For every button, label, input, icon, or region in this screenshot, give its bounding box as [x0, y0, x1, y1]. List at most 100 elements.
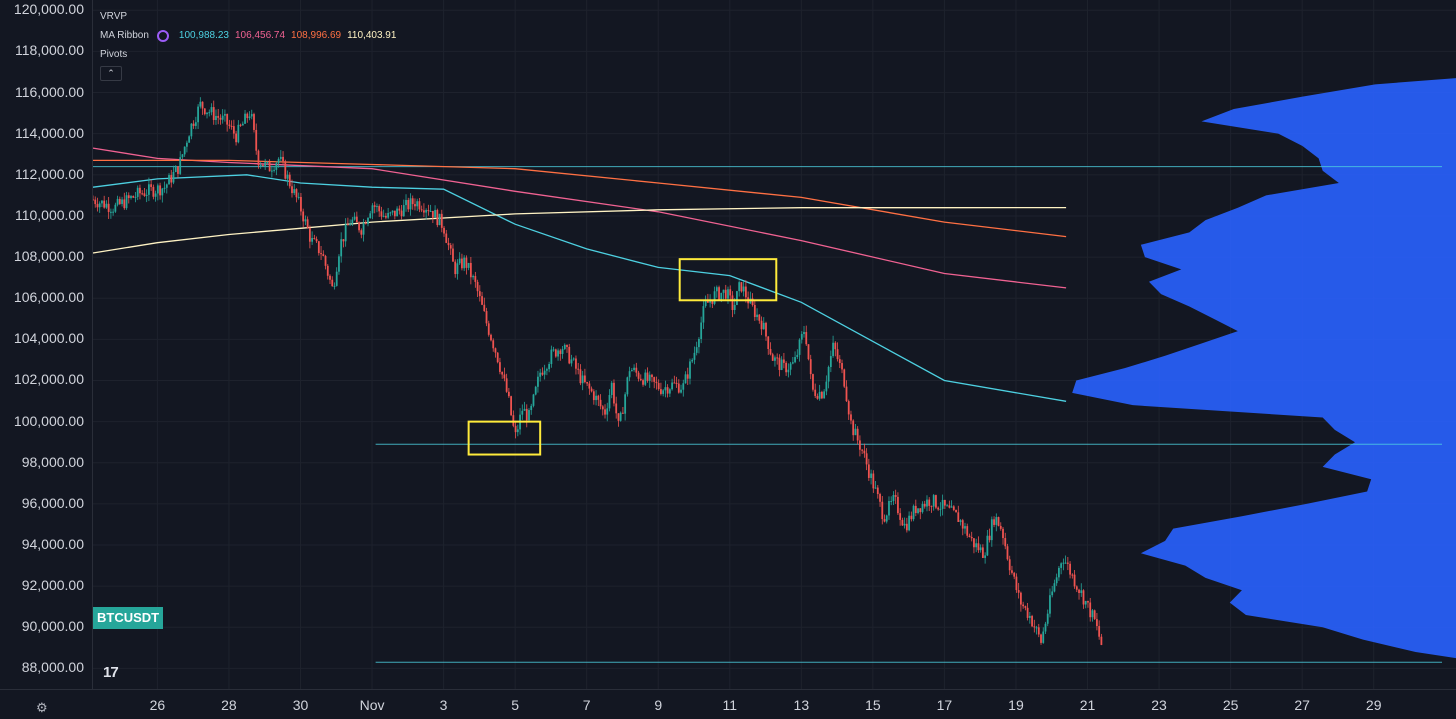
- candle-body-23: [143, 193, 146, 196]
- candle-body-111: [340, 239, 343, 257]
- candle-body-273: [702, 306, 705, 323]
- candle-body-324: [816, 395, 819, 399]
- candle-body-256: [664, 387, 667, 391]
- candle-body-357: [890, 501, 893, 503]
- candle-body-450: [1098, 626, 1101, 637]
- candle-body-164: [458, 258, 461, 264]
- candle-body-432: [1058, 567, 1060, 578]
- candle-body-11: [116, 198, 119, 205]
- candle-body-158: [445, 233, 448, 243]
- candle-body-96: [306, 219, 309, 229]
- tradingview-logo[interactable]: 17: [103, 664, 119, 681]
- price-axis[interactable]: 120,000.00 118,000.00 116,000.00 114,000.00…: [0, 0, 93, 689]
- candle-body-134: [391, 210, 394, 213]
- candle-body-163: [456, 263, 459, 275]
- candle-body-39: [179, 157, 182, 174]
- candle-body-236: [619, 412, 622, 421]
- candle-body-343: [859, 440, 861, 450]
- candle-body-25: [147, 184, 150, 195]
- time-tick-label-4: 3: [439, 697, 448, 713]
- ma-ribbon-icon: [156, 29, 169, 42]
- candle-body-132: [387, 212, 390, 218]
- candle-body-120: [360, 230, 363, 235]
- candle-body-278: [713, 291, 716, 304]
- candle-body-122: [364, 222, 367, 224]
- candle-body-385: [952, 506, 955, 510]
- candle-body-108: [333, 285, 336, 287]
- price-tick-label-9: 102,000.00: [13, 371, 84, 388]
- candle-body-345: [863, 450, 866, 454]
- candle-body-252: [655, 381, 658, 384]
- candle-body-230: [606, 408, 609, 415]
- candle-body-436: [1066, 562, 1069, 564]
- candle-body-433: [1060, 563, 1063, 568]
- candle-body-326: [821, 391, 823, 399]
- candle-body-435: [1064, 562, 1067, 564]
- candle-body-59: [224, 114, 226, 116]
- candle-body-197: [532, 394, 535, 406]
- candle-body-267: [689, 361, 691, 379]
- candle-body-80: [270, 170, 273, 172]
- candle-body-178: [490, 334, 492, 341]
- candle-body-68: [244, 113, 246, 124]
- indicator-legend: VRVP MA Ribbon 100,988.23 106,456.74 108…: [100, 7, 396, 81]
- candle-body-50: [203, 108, 206, 115]
- candle-body-235: [617, 413, 620, 421]
- candle-body-113: [344, 224, 347, 242]
- candle-body-272: [700, 322, 703, 340]
- candle-body-119: [358, 222, 360, 231]
- candle-body-102: [320, 253, 322, 255]
- candle-body-63: [232, 126, 235, 134]
- candle-body-170: [472, 275, 475, 278]
- price-tick-label-8: 104,000.00: [13, 330, 84, 347]
- candle-body-174: [481, 296, 483, 305]
- candle-body-87: [286, 174, 289, 179]
- candle-body-8: [109, 211, 112, 213]
- price-tick-label-6: 108,000.00: [13, 248, 84, 265]
- candle-body-220: [583, 375, 586, 383]
- ma-ribbon-legend[interactable]: MA Ribbon 100,988.23 106,456.74 108,996.…: [100, 26, 396, 45]
- candle-body-156: [440, 213, 443, 228]
- candle-body-202: [543, 370, 546, 375]
- candle-body-153: [434, 209, 436, 218]
- vrvp-label[interactable]: VRVP: [100, 11, 128, 22]
- candle-body-165: [461, 258, 463, 269]
- candle-body-319: [805, 332, 808, 345]
- candle-body-408: [1004, 538, 1007, 547]
- price-tick-label-3: 114,000.00: [14, 124, 84, 141]
- candle-body-415: [1019, 592, 1022, 605]
- time-axis[interactable]: 26 28 30 Nov 3 5 7 9 11 13 15 17 19 21 23 25 27 29: [0, 689, 1456, 719]
- candle-body-409: [1006, 546, 1009, 560]
- candle-body-207: [554, 349, 557, 357]
- candle-body-150: [427, 210, 430, 212]
- candle-body-175: [483, 304, 486, 312]
- pivots-legend[interactable]: Pivots: [100, 45, 396, 64]
- candle-body-92: [297, 196, 300, 198]
- time-tick-label-7: 9: [654, 697, 663, 713]
- candle-body-186: [507, 391, 510, 397]
- candle-body-280: [718, 287, 720, 300]
- ma-line-2: [93, 159, 1067, 238]
- vrvp-legend[interactable]: VRVP: [100, 7, 396, 26]
- candle-body-86: [284, 161, 287, 179]
- candle-body-428: [1049, 595, 1051, 614]
- candle-body-179: [492, 340, 495, 349]
- candle-body-398: [981, 547, 984, 558]
- candle-body-146: [418, 201, 421, 210]
- candle-body-173: [478, 291, 481, 297]
- chevron-up-icon[interactable]: ⌃: [100, 66, 122, 81]
- candle-body-137: [398, 208, 401, 211]
- candle-body-98: [311, 238, 314, 242]
- candle-body-33: [165, 184, 168, 188]
- candle-body-109: [335, 271, 338, 286]
- settings-gear-icon[interactable]: ⚙: [36, 700, 48, 715]
- pivots-label[interactable]: Pivots: [100, 49, 128, 60]
- candle-body-288: [736, 291, 738, 305]
- candle-body-312: [789, 363, 792, 370]
- candle-body-162: [454, 261, 457, 275]
- ma-ribbon-label[interactable]: MA Ribbon: [100, 30, 149, 41]
- candle-body-370: [919, 508, 922, 513]
- candle-body-161: [452, 248, 454, 262]
- candle-body-242: [633, 367, 635, 371]
